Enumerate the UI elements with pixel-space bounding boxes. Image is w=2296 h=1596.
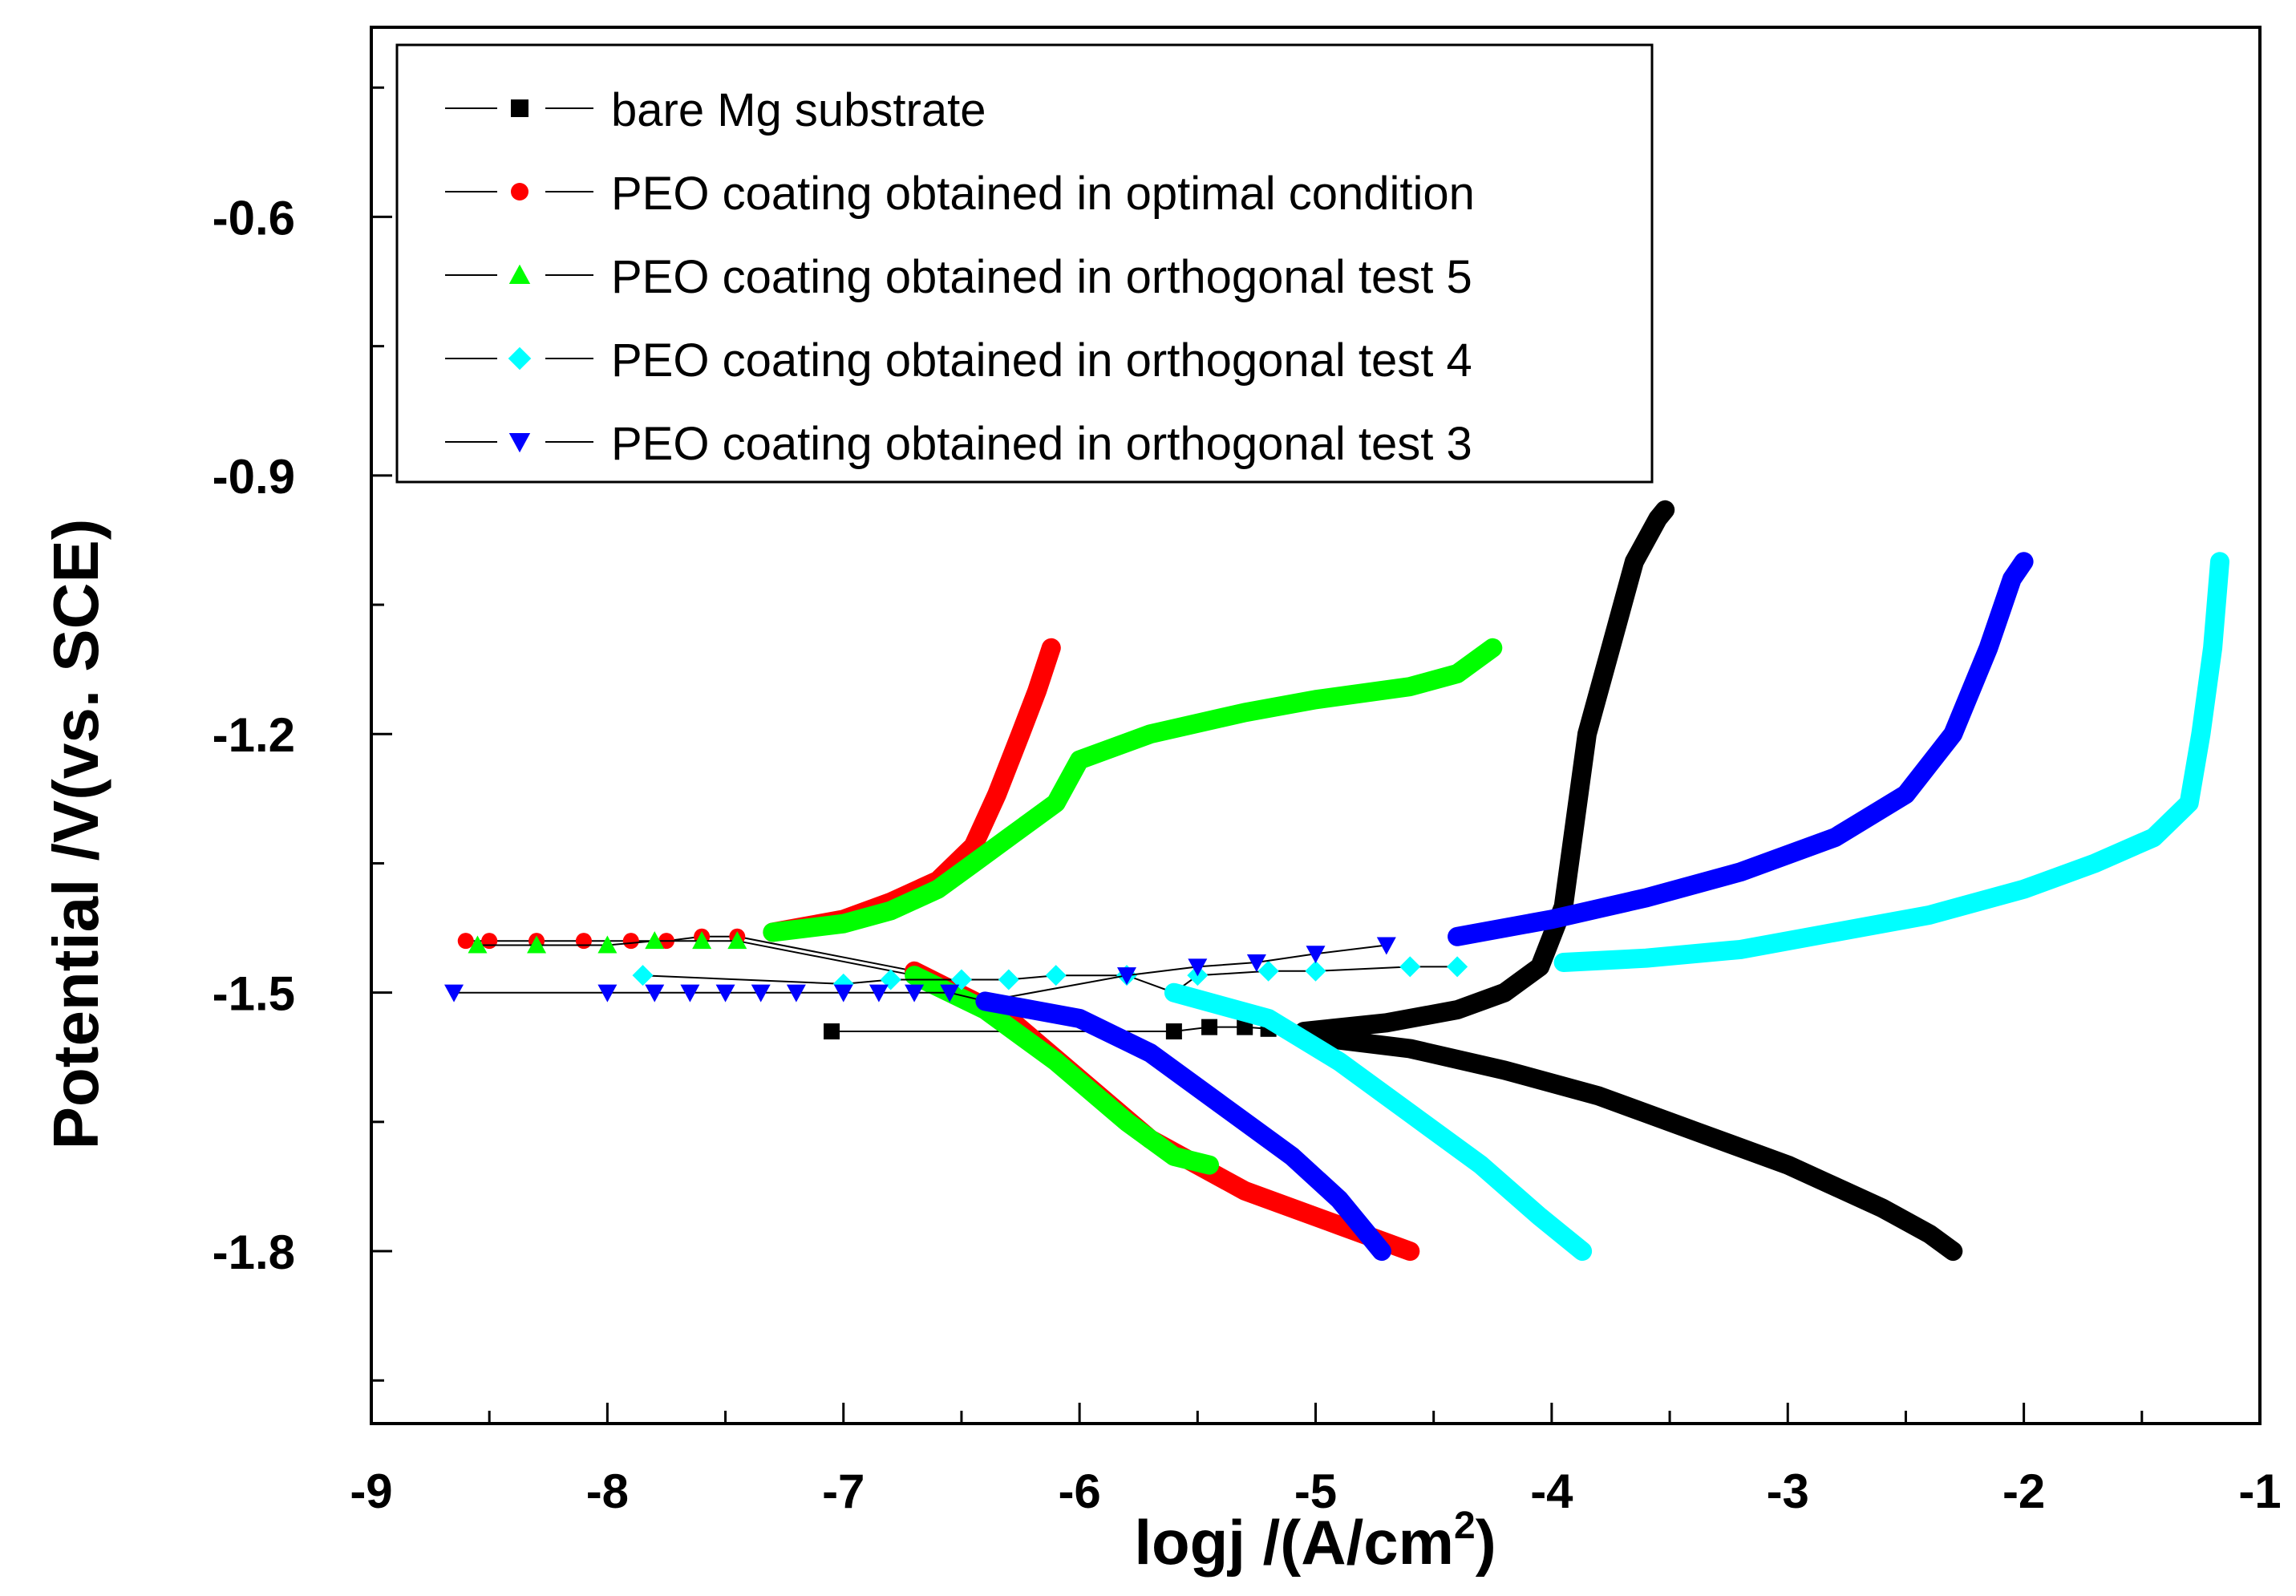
data-point <box>751 984 771 1003</box>
data-point <box>786 984 806 1003</box>
legend-marker <box>511 183 528 201</box>
legend-marker <box>508 433 531 453</box>
series-2 <box>468 638 1503 1175</box>
data-point <box>481 933 498 950</box>
data-point <box>457 933 474 950</box>
data-point <box>444 984 464 1003</box>
x-tick-label: -6 <box>1058 1464 1100 1518</box>
data-point <box>575 933 592 950</box>
data-point <box>527 935 547 954</box>
anodic-branch <box>763 638 1503 942</box>
data-point <box>727 931 747 950</box>
legend-marker <box>508 346 532 371</box>
cathodic-branch <box>1294 1026 1963 1262</box>
data-point <box>1165 1023 1182 1040</box>
data-point <box>1257 960 1279 982</box>
data-point <box>1188 958 1208 977</box>
data-point <box>833 984 853 1003</box>
legend-label: PEO coating obtained in orthogonal test … <box>611 334 1472 387</box>
legend-label: PEO coating obtained in orthogonal test … <box>611 418 1472 470</box>
data-point <box>715 984 735 1003</box>
anodic-branch <box>1553 552 2229 972</box>
legend-label: PEO coating obtained in orthogonal test … <box>611 251 1472 303</box>
data-point <box>622 933 639 950</box>
data-point <box>869 984 889 1003</box>
data-point <box>905 984 925 1003</box>
data-point <box>645 984 665 1003</box>
legend-marker <box>508 264 531 284</box>
y-tick-label: -1.5 <box>213 967 295 1021</box>
legend-entry: PEO coating obtained in optimal conditio… <box>445 168 1475 220</box>
legend-entry: PEO coating obtained in orthogonal test … <box>445 334 1472 387</box>
legend: bare Mg substrate PEO coating obtained in… <box>395 43 1654 484</box>
cathodic-branch <box>905 966 1219 1175</box>
data-point <box>1305 960 1326 982</box>
axis-ticks <box>370 86 2262 1424</box>
data-point <box>998 969 1019 990</box>
legend-entry: PEO coating obtained in orthogonal test … <box>445 418 1472 470</box>
data-point <box>1399 956 1421 978</box>
x-tick-label: -4 <box>1530 1464 1573 1518</box>
data-point <box>645 931 665 950</box>
x-tick-labels: -9 -8 -7 -6 -5 -4 -3 -2 -1 <box>350 1464 2281 1518</box>
x-tick-label: -1 <box>2238 1464 2281 1518</box>
y-tick-labels: -1.8 -1.5 -1.2 -0.9 -0.6 <box>213 191 295 1279</box>
y-axis-title: Potential /V(vs. SCE) <box>40 519 111 1150</box>
data-point <box>632 965 654 986</box>
data-point <box>940 984 960 1003</box>
x-tick-label: -8 <box>586 1464 629 1518</box>
data-series <box>444 500 2229 1262</box>
data-point <box>597 984 618 1003</box>
x-tick-label: -5 <box>1294 1464 1337 1518</box>
series-4 <box>444 552 2034 1262</box>
cathodic-branch <box>1164 982 1593 1262</box>
data-point <box>1376 937 1396 955</box>
cathodic-branch <box>975 991 1391 1262</box>
legend-label: PEO coating obtained in optimal conditio… <box>611 168 1475 220</box>
legend-box <box>395 43 1654 484</box>
x-tick-label: -3 <box>1767 1464 1809 1518</box>
data-point <box>468 935 488 954</box>
data-point <box>1201 1019 1218 1035</box>
legend-entry: bare Mg substrate <box>445 84 986 136</box>
x-tick-label: -2 <box>2002 1464 2045 1518</box>
x-tick-label: -7 <box>822 1464 865 1518</box>
legend-label: bare Mg substrate <box>611 84 986 136</box>
data-point <box>597 935 618 954</box>
plot-frame <box>370 26 2262 1425</box>
legend-entry: PEO coating obtained in orthogonal test … <box>445 251 1472 303</box>
data-point <box>680 984 700 1003</box>
data-point <box>824 1023 840 1040</box>
data-point <box>1306 946 1326 964</box>
data-point <box>1045 965 1067 986</box>
y-tick-label: -1.2 <box>213 708 295 762</box>
anodic-branch <box>1448 552 2034 946</box>
y-tick-label: -0.6 <box>213 191 295 245</box>
data-point <box>1246 954 1266 973</box>
data-point <box>1447 956 1468 978</box>
data-point <box>1117 967 1136 986</box>
legend-marker <box>511 99 528 117</box>
y-tick-label: -0.9 <box>213 450 295 504</box>
x-axis-title: logj /(A/cm2) <box>1134 1505 1496 1578</box>
data-point <box>692 931 712 950</box>
x-tick-label: -9 <box>350 1464 392 1518</box>
anodic-branch <box>1294 500 1675 1041</box>
y-tick-label: -1.8 <box>213 1225 295 1279</box>
